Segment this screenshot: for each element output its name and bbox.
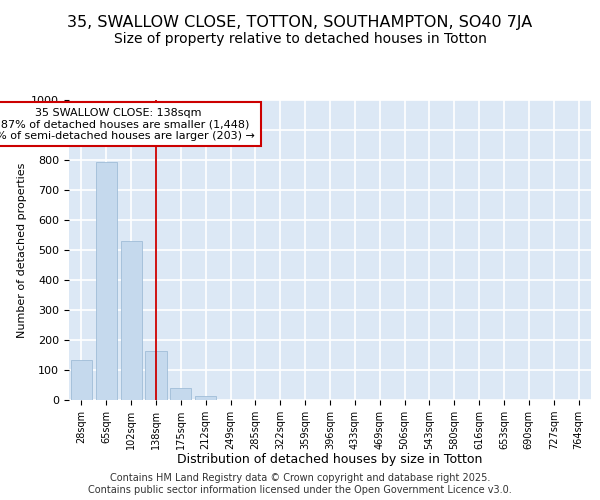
Bar [71, 360, 92, 400]
Text: 35, SWALLOW CLOSE, TOTTON, SOUTHAMPTON, SO40 7JA: 35, SWALLOW CLOSE, TOTTON, SOUTHAMPTON, … [67, 15, 533, 30]
Y-axis label: Number of detached properties: Number of detached properties [17, 162, 27, 338]
Text: Size of property relative to detached houses in Totton: Size of property relative to detached ho… [113, 32, 487, 46]
X-axis label: Distribution of detached houses by size in Totton: Distribution of detached houses by size … [178, 454, 482, 466]
Bar [170, 388, 191, 400]
Text: Contains HM Land Registry data © Crown copyright and database right 2025.
Contai: Contains HM Land Registry data © Crown c… [88, 474, 512, 495]
Bar [96, 162, 117, 400]
Bar [195, 396, 216, 400]
Text: 35 SWALLOW CLOSE: 138sqm
← 87% of detached houses are smaller (1,448)
12% of sem: 35 SWALLOW CLOSE: 138sqm ← 87% of detach… [0, 108, 255, 140]
Bar [121, 241, 142, 400]
Bar [145, 350, 167, 400]
